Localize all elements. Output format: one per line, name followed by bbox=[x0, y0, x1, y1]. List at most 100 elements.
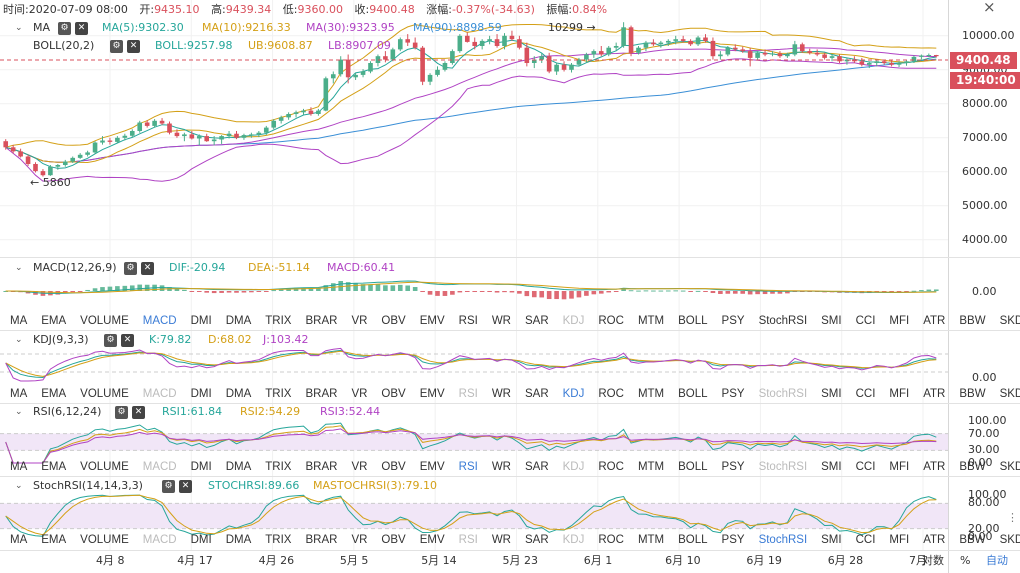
close-icon[interactable]: ✕ bbox=[75, 22, 88, 35]
auto-scale-toggle[interactable]: 自动 bbox=[986, 554, 1008, 567]
indicator-tab-dmi[interactable]: DMI bbox=[190, 388, 212, 400]
indicator-tab-obv[interactable]: OBV bbox=[381, 461, 406, 473]
collapse-chevron-icon[interactable]: ⌄ bbox=[15, 407, 23, 417]
indicator-tab-dma[interactable]: DMA bbox=[225, 461, 252, 473]
indicator-tab-cci[interactable]: CCI bbox=[855, 388, 876, 400]
close-icon[interactable]: ✕ bbox=[179, 480, 192, 493]
indicator-tab-sar[interactable]: SAR bbox=[524, 534, 549, 546]
indicator-tab-trix[interactable]: TRIX bbox=[265, 534, 292, 546]
indicator-tab-mfi[interactable]: MFI bbox=[889, 388, 910, 400]
indicator-tab-brar[interactable]: BRAR bbox=[305, 461, 338, 473]
indicator-tab-dma[interactable]: DMA bbox=[225, 388, 252, 400]
indicator-tab-vr[interactable]: VR bbox=[351, 388, 368, 400]
indicator-tab-ema[interactable]: EMA bbox=[41, 534, 67, 546]
indicator-tab-sar[interactable]: SAR bbox=[524, 461, 549, 473]
indicator-tab-mtm[interactable]: MTM bbox=[637, 534, 665, 546]
close-icon[interactable]: ✕ bbox=[127, 40, 140, 53]
indicator-tab-rsi[interactable]: RSI bbox=[458, 388, 478, 400]
drag-handle-icon[interactable]: ⋮ bbox=[1007, 511, 1018, 524]
indicator-tab-ema[interactable]: EMA bbox=[41, 461, 67, 473]
indicator-tab-psy[interactable]: PSY bbox=[721, 461, 745, 473]
indicator-tab-emv[interactable]: EMV bbox=[419, 315, 445, 327]
indicator-tab-ema[interactable]: EMA bbox=[41, 388, 67, 400]
indicator-tab-rsi[interactable]: RSI bbox=[458, 534, 478, 546]
indicator-tab-volume[interactable]: VOLUME bbox=[80, 534, 129, 546]
indicator-tab-macd[interactable]: MACD bbox=[142, 388, 177, 400]
close-icon[interactable]: × bbox=[983, 0, 996, 16]
indicator-tab-boll[interactable]: BOLL bbox=[678, 388, 708, 400]
indicator-tab-obv[interactable]: OBV bbox=[381, 315, 406, 327]
indicator-tab-mfi[interactable]: MFI bbox=[889, 315, 910, 327]
close-icon[interactable]: ✕ bbox=[132, 406, 145, 419]
indicator-tab-rsi[interactable]: RSI bbox=[458, 461, 478, 473]
indicator-tab-wr[interactable]: WR bbox=[491, 388, 511, 400]
indicator-tab-skdj[interactable]: SKDJ bbox=[999, 388, 1020, 400]
indicator-tab-volume[interactable]: VOLUME bbox=[80, 461, 129, 473]
indicator-tab-dma[interactable]: DMA bbox=[225, 534, 252, 546]
indicator-tab-vr[interactable]: VR bbox=[351, 461, 368, 473]
indicator-tab-rsi[interactable]: RSI bbox=[458, 315, 478, 327]
indicator-tab-trix[interactable]: TRIX bbox=[265, 461, 292, 473]
indicator-tab-dmi[interactable]: DMI bbox=[190, 315, 212, 327]
close-icon[interactable]: ✕ bbox=[121, 334, 134, 347]
indicator-tab-boll[interactable]: BOLL bbox=[678, 461, 708, 473]
indicator-tab-kdj[interactable]: KDJ bbox=[562, 315, 585, 327]
indicator-tab-psy[interactable]: PSY bbox=[721, 315, 745, 327]
close-icon[interactable]: ✕ bbox=[141, 262, 154, 275]
indicator-tab-ma[interactable]: MA bbox=[10, 534, 28, 546]
indicator-tab-smi[interactable]: SMI bbox=[821, 534, 842, 546]
indicator-tab-mtm[interactable]: MTM bbox=[637, 388, 665, 400]
indicator-tab-bbw[interactable]: BBW bbox=[959, 461, 986, 473]
indicator-tab-kdj[interactable]: KDJ bbox=[562, 534, 585, 546]
indicator-tab-stochrsi[interactable]: StochRSI bbox=[758, 461, 808, 473]
indicator-tab-mtm[interactable]: MTM bbox=[637, 315, 665, 327]
indicator-tab-trix[interactable]: TRIX bbox=[265, 388, 292, 400]
indicator-tab-wr[interactable]: WR bbox=[491, 315, 511, 327]
indicator-tab-brar[interactable]: BRAR bbox=[305, 315, 338, 327]
indicator-tab-cci[interactable]: CCI bbox=[855, 534, 876, 546]
collapse-chevron-icon[interactable]: ⌄ bbox=[15, 335, 23, 345]
indicator-tab-atr[interactable]: ATR bbox=[923, 534, 946, 546]
indicator-tab-skdj[interactable]: SKDJ bbox=[999, 534, 1020, 546]
log-scale-toggle[interactable]: 对数 bbox=[922, 554, 944, 567]
indicator-tab-kdj[interactable]: KDJ bbox=[562, 461, 585, 473]
indicator-tab-psy[interactable]: PSY bbox=[721, 534, 745, 546]
gear-icon[interactable]: ⚙ bbox=[162, 480, 175, 493]
indicator-tab-atr[interactable]: ATR bbox=[923, 388, 946, 400]
indicator-tab-roc[interactable]: ROC bbox=[598, 388, 624, 400]
gear-icon[interactable]: ⚙ bbox=[104, 334, 117, 347]
indicator-tab-smi[interactable]: SMI bbox=[821, 388, 842, 400]
indicator-tab-smi[interactable]: SMI bbox=[821, 315, 842, 327]
indicator-tab-stochrsi[interactable]: StochRSI bbox=[758, 388, 808, 400]
indicator-tab-ma[interactable]: MA bbox=[10, 315, 28, 327]
indicator-tab-bbw[interactable]: BBW bbox=[959, 315, 986, 327]
indicator-tab-ema[interactable]: EMA bbox=[41, 315, 67, 327]
collapse-chevron-icon[interactable]: ⌄ bbox=[15, 263, 23, 273]
indicator-tab-roc[interactable]: ROC bbox=[598, 461, 624, 473]
indicator-tab-cci[interactable]: CCI bbox=[855, 315, 876, 327]
gear-icon[interactable]: ⚙ bbox=[110, 40, 123, 53]
indicator-tab-macd[interactable]: MACD bbox=[142, 534, 177, 546]
indicator-tab-macd[interactable]: MACD bbox=[142, 315, 177, 327]
indicator-tab-roc[interactable]: ROC bbox=[598, 315, 624, 327]
indicator-tab-wr[interactable]: WR bbox=[491, 534, 511, 546]
indicator-tab-obv[interactable]: OBV bbox=[381, 534, 406, 546]
indicator-tab-trix[interactable]: TRIX bbox=[265, 315, 292, 327]
indicator-tab-sar[interactable]: SAR bbox=[524, 388, 549, 400]
collapse-chevron-icon[interactable]: ⌄ bbox=[15, 481, 23, 491]
indicator-tab-mtm[interactable]: MTM bbox=[637, 461, 665, 473]
indicator-tab-brar[interactable]: BRAR bbox=[305, 534, 338, 546]
indicator-tab-dmi[interactable]: DMI bbox=[190, 461, 212, 473]
indicator-tab-vr[interactable]: VR bbox=[351, 315, 368, 327]
indicator-tab-boll[interactable]: BOLL bbox=[678, 534, 708, 546]
indicator-tab-skdj[interactable]: SKDJ bbox=[999, 461, 1020, 473]
indicator-tab-boll[interactable]: BOLL bbox=[678, 315, 708, 327]
gear-icon[interactable]: ⚙ bbox=[124, 262, 137, 275]
indicator-tab-atr[interactable]: ATR bbox=[923, 461, 946, 473]
percent-scale-toggle[interactable]: % bbox=[960, 554, 971, 567]
indicator-tab-mfi[interactable]: MFI bbox=[889, 461, 910, 473]
indicator-tab-skdj[interactable]: SKDJ bbox=[999, 315, 1020, 327]
indicator-tab-obv[interactable]: OBV bbox=[381, 388, 406, 400]
indicator-tab-vr[interactable]: VR bbox=[351, 534, 368, 546]
